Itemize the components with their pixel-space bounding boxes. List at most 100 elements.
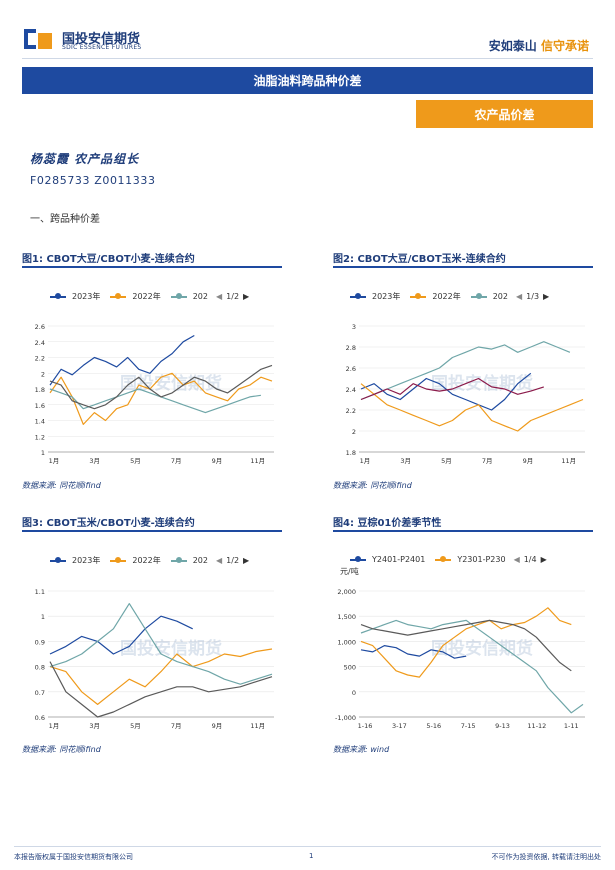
legend-prev-icon[interactable]: ◀ (216, 292, 223, 301)
x-tick-label: 5月 (130, 722, 141, 730)
figure-1-legend: 2023年 2022年 202 ◀ 1/2 ▶ (50, 291, 249, 302)
y-tick-label: 1 (41, 613, 45, 621)
x-tick-label: 3月 (400, 457, 411, 465)
logo-icon (24, 29, 52, 49)
y-tick-label: 1.4 (35, 418, 45, 426)
certificate-numbers: F0285733 Z0011333 (30, 174, 156, 187)
series-line (360, 372, 532, 411)
x-tick-label: 3-17 (392, 722, 407, 730)
y-tick-label: 1,000 (337, 638, 356, 646)
series-line (360, 341, 571, 401)
figure-1-chart: 11.21.41.61.822.22.42.61月 3月 5月 7月 9月 11月国投安信… (35, 323, 274, 465)
x-tick-label: 9月 (212, 722, 223, 730)
legend-page: 1/2 (226, 556, 240, 565)
legend-swatch (170, 292, 187, 299)
x-tick-label: 11月 (561, 457, 576, 465)
series-line (360, 377, 544, 401)
legend-label: Y2301-P230 (457, 555, 506, 564)
series-line (360, 607, 572, 678)
figure-4-rule (333, 530, 593, 532)
y-tick-label: 0.6 (35, 714, 45, 722)
footer-divider (14, 846, 601, 847)
legend-swatch (410, 292, 427, 299)
legend-prev-icon[interactable]: ◀ (516, 292, 523, 301)
y-tick-label: 2.2 (346, 407, 356, 415)
legend-next-icon[interactable]: ▶ (243, 292, 250, 301)
figure-3-chart: 0.6 0.7 0.8 0.9 1 1.1 1月 3月 5月 7月 9月 11月 国投安信期货 (35, 588, 274, 730)
y-tick-label: 2.2 (35, 355, 45, 363)
series-line (360, 619, 572, 672)
y-tick-label: 1 (41, 449, 45, 457)
y-tick-label: 1.8 (35, 386, 45, 394)
y-tick-label: 3 (352, 323, 356, 331)
y-tick-label: 2 (41, 370, 45, 378)
legend-page: 1/3 (526, 292, 540, 301)
x-tick-label: 9月 (212, 457, 223, 465)
legend-next-icon[interactable]: ▶ (540, 555, 547, 564)
y-tick-label: -1,000 (335, 714, 356, 722)
slogan-part-a: 安如泰山 (488, 39, 537, 53)
report-title: 油脂油料跨品种价差 (22, 67, 593, 94)
x-tick-label: 1月 (49, 722, 60, 730)
legend-label: 202 (192, 292, 208, 301)
figure-3-legend: 2023年 2022年 202 ◀ 1/2 ▶ (50, 555, 249, 566)
series-line (49, 334, 195, 386)
y-tick-label: 2 (352, 428, 356, 436)
figure-1-title: 图1: CBOT大豆/CBOT小麦-连续合约 (22, 254, 195, 265)
header-divider (22, 58, 593, 59)
figure-2-rule (333, 266, 593, 268)
figure-2-title: 图2: CBOT大豆/CBOT玉米-连续合约 (333, 254, 506, 265)
x-tick-label: 11月 (250, 722, 265, 730)
y-tick-label: 2.4 (35, 339, 45, 347)
x-tick-label: 7月 (171, 722, 182, 730)
x-tick-label: 1月 (360, 457, 371, 465)
figure-3-source: 数据来源: 同花顺ifind (22, 745, 101, 754)
series-line (49, 661, 273, 718)
logo-text-cn: 国投安信期货 (62, 32, 141, 47)
y-tick-label: 2,000 (337, 588, 356, 596)
watermark: 国投安信期货 (120, 638, 222, 659)
figure-4-title: 图4: 豆棕01价差季节性 (333, 518, 442, 529)
y-tick-label: 500 (344, 664, 356, 672)
report-tag: 农产品价差 (416, 100, 593, 128)
series-line (49, 364, 273, 410)
legend-swatch (435, 555, 452, 562)
series-line (360, 383, 584, 432)
y-tick-label: 1.2 (35, 433, 45, 441)
author: 杨蕊霞 农产品组长 (30, 152, 140, 166)
y-tick-label: 2.4 (346, 386, 356, 394)
legend-label: 202 (192, 556, 208, 565)
legend-label: Y2401-P2401 (372, 555, 426, 564)
series-line (49, 388, 261, 414)
x-tick-label: 7-15 (461, 722, 476, 730)
series-line (49, 603, 273, 685)
legend-swatch (170, 556, 187, 563)
legend-label: 202 (492, 292, 508, 301)
legend-label: 2023年 (72, 292, 101, 301)
x-tick-label: 11-12 (527, 722, 546, 730)
figure-3-title: 图3: CBOT玉米/CBOT小麦-连续合约 (22, 518, 195, 529)
legend-label: 2022年 (132, 556, 161, 565)
watermark: 国投安信期货 (431, 638, 533, 659)
figure-4-unit: 元/吨 (340, 567, 359, 576)
legend-prev-icon[interactable]: ◀ (216, 556, 223, 565)
x-tick-label: 3月 (89, 457, 100, 465)
series-line (49, 372, 273, 426)
figure-1-source: 数据来源: 同花顺ifind (22, 481, 101, 490)
legend-prev-icon[interactable]: ◀ (513, 555, 520, 564)
x-tick-label: 5月 (130, 457, 141, 465)
legend-swatch (110, 292, 127, 299)
legend-swatch (50, 556, 66, 563)
x-tick-label: 9月 (523, 457, 534, 465)
legend-next-icon[interactable]: ▶ (543, 292, 550, 301)
legend-page: 1/4 (523, 555, 537, 564)
x-tick-label: 1-16 (358, 722, 373, 730)
legend-label: 2023年 (72, 556, 101, 565)
legend-next-icon[interactable]: ▶ (243, 556, 250, 565)
x-tick-label: 5-16 (426, 722, 441, 730)
y-tick-label: 0.9 (35, 638, 45, 646)
section-heading: 一、跨品种价差 (30, 214, 100, 225)
y-tick-label: 0.8 (35, 664, 45, 672)
x-tick-label: 7月 (482, 457, 493, 465)
slogan-part-b: 信守承诺 (540, 39, 589, 53)
